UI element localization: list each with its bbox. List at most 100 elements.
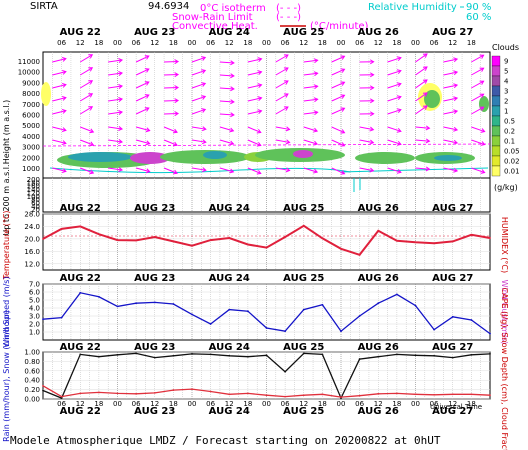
data-point bbox=[489, 332, 491, 335]
data-point bbox=[284, 236, 287, 238]
ytick: 0.20 bbox=[24, 386, 40, 394]
legend-rh-title: Relative Humidity bbox=[368, 2, 457, 13]
wind-arrow-head bbox=[313, 140, 319, 146]
legend-snow-dash: (- - -) bbox=[276, 12, 301, 23]
ytick: 6.0 bbox=[29, 289, 40, 297]
data-point bbox=[153, 356, 156, 359]
wind-arrow bbox=[219, 113, 234, 116]
data-point bbox=[135, 302, 138, 305]
wind-arrow-head bbox=[453, 139, 459, 145]
cloud-ytick: 1000 bbox=[22, 165, 40, 173]
day-label-4: AUG 26 bbox=[358, 406, 399, 417]
wind-arrow-head bbox=[453, 126, 459, 132]
wind-arrow-head bbox=[425, 138, 431, 144]
wind-arrow bbox=[303, 72, 318, 76]
data-point bbox=[209, 353, 212, 356]
day-label-1: AUG 23 bbox=[134, 203, 175, 214]
wind-arrow bbox=[108, 167, 123, 171]
cloud-ytick: 4000 bbox=[22, 133, 40, 141]
wind-arrow bbox=[303, 111, 318, 115]
wind-arrow-head bbox=[369, 139, 375, 145]
wind-arrow-head bbox=[61, 82, 67, 88]
hour-tick-16: 06 bbox=[355, 400, 364, 408]
day-label-3: AUG 25 bbox=[283, 203, 324, 214]
colorbar-level-10: 0.02 bbox=[504, 158, 520, 166]
wind-arrow-head bbox=[313, 58, 319, 64]
wind-arrow-head bbox=[396, 56, 402, 62]
wind-arrow-head bbox=[256, 169, 262, 175]
wind-arrow-head bbox=[340, 142, 346, 147]
wind-arrow-head bbox=[369, 126, 375, 132]
wind-arrow bbox=[415, 53, 428, 63]
wind-arrow-head bbox=[283, 93, 289, 98]
wind-arrow-head bbox=[422, 79, 428, 84]
wind-arrow-head bbox=[396, 108, 402, 114]
cloud-yticks: 11000 10000 9000 8000 7000 6000 5000 4000 3000 20… bbox=[18, 58, 40, 214]
wind-arrow bbox=[471, 167, 485, 174]
temp-gridlines bbox=[52, 214, 481, 270]
hour-tick-1: 12 bbox=[76, 400, 85, 408]
hour-tick-15: 00 bbox=[337, 400, 346, 408]
wind-series bbox=[42, 291, 491, 335]
wind-arrow-head bbox=[453, 109, 459, 115]
wind-arrow bbox=[359, 167, 374, 172]
hour-tick-0: 06 bbox=[57, 39, 66, 47]
wind-arrow bbox=[108, 139, 123, 143]
wind-arrow bbox=[275, 106, 289, 115]
data-point bbox=[340, 247, 342, 250]
data-point bbox=[489, 237, 491, 239]
legend-iso-dash: (- - -) bbox=[276, 3, 301, 14]
wind-arrow bbox=[247, 167, 261, 174]
wind-arrow-head bbox=[313, 71, 319, 77]
colorbar-level-7: 0.2 bbox=[504, 128, 515, 136]
day-label-4: AUG 26 bbox=[358, 342, 399, 353]
data-point bbox=[116, 305, 119, 308]
wind-arrow bbox=[191, 56, 206, 63]
wind-arrow-head bbox=[173, 169, 178, 175]
station-name: SIRTA bbox=[30, 1, 58, 12]
data-point bbox=[42, 389, 44, 392]
wind-arrow bbox=[52, 58, 67, 63]
wind-arrow bbox=[80, 126, 94, 133]
wind-arrow bbox=[443, 167, 458, 172]
day-label-1: AUG 23 bbox=[134, 273, 175, 284]
wind-arrow-head bbox=[201, 108, 207, 113]
wind-arrow bbox=[387, 96, 402, 102]
colorbar-level-2: 4 bbox=[504, 78, 509, 86]
wind-arrow-head bbox=[313, 84, 319, 90]
wind-arrow-head bbox=[201, 126, 207, 132]
hour-tick-7: 00 bbox=[188, 39, 197, 47]
data-point bbox=[377, 355, 380, 358]
temp-yticks: 28.0 24.0 20.0 16.0 12.0 bbox=[24, 211, 490, 268]
cloud-ytick: 8000 bbox=[22, 90, 40, 98]
wind-arrow bbox=[331, 107, 345, 115]
data-point bbox=[191, 388, 193, 391]
wind-arrow-head bbox=[340, 55, 346, 60]
wind-arrow bbox=[331, 167, 345, 175]
cloud-ytick: 9000 bbox=[22, 79, 40, 87]
data-point bbox=[116, 392, 119, 395]
data-point bbox=[489, 352, 491, 355]
wind-arrow-head bbox=[118, 126, 124, 131]
cloud-ytick: 80 bbox=[31, 196, 40, 204]
wind-arrow-head bbox=[340, 81, 346, 86]
wind-arrow-head bbox=[257, 83, 263, 88]
data-point bbox=[97, 391, 100, 394]
colorbar-swatch-6 bbox=[491, 115, 501, 127]
wind-arrow-head bbox=[88, 80, 94, 85]
data-point bbox=[265, 354, 268, 357]
cloud-ytick: 10000 bbox=[18, 69, 40, 77]
day-label-5: AUG 27 bbox=[432, 342, 473, 353]
wind-arrow bbox=[108, 126, 123, 130]
wind-arrow-head bbox=[285, 126, 291, 132]
wind-arrow bbox=[191, 108, 206, 115]
cloud-blob-upper-left bbox=[41, 82, 51, 106]
cloud-ytick: 200 bbox=[27, 176, 40, 184]
wind-arrow bbox=[219, 139, 234, 145]
precip-day-labels: AUG 22 AUG 23 AUG 24 AUG 25 AUG 26 AUG 27 bbox=[60, 342, 474, 353]
data-point bbox=[358, 315, 361, 317]
colorbar-swatch-5 bbox=[491, 105, 501, 117]
data-point bbox=[42, 384, 44, 387]
legend-rh-60: 60 % bbox=[466, 12, 491, 23]
hour-tick-22: 18 bbox=[467, 400, 476, 408]
